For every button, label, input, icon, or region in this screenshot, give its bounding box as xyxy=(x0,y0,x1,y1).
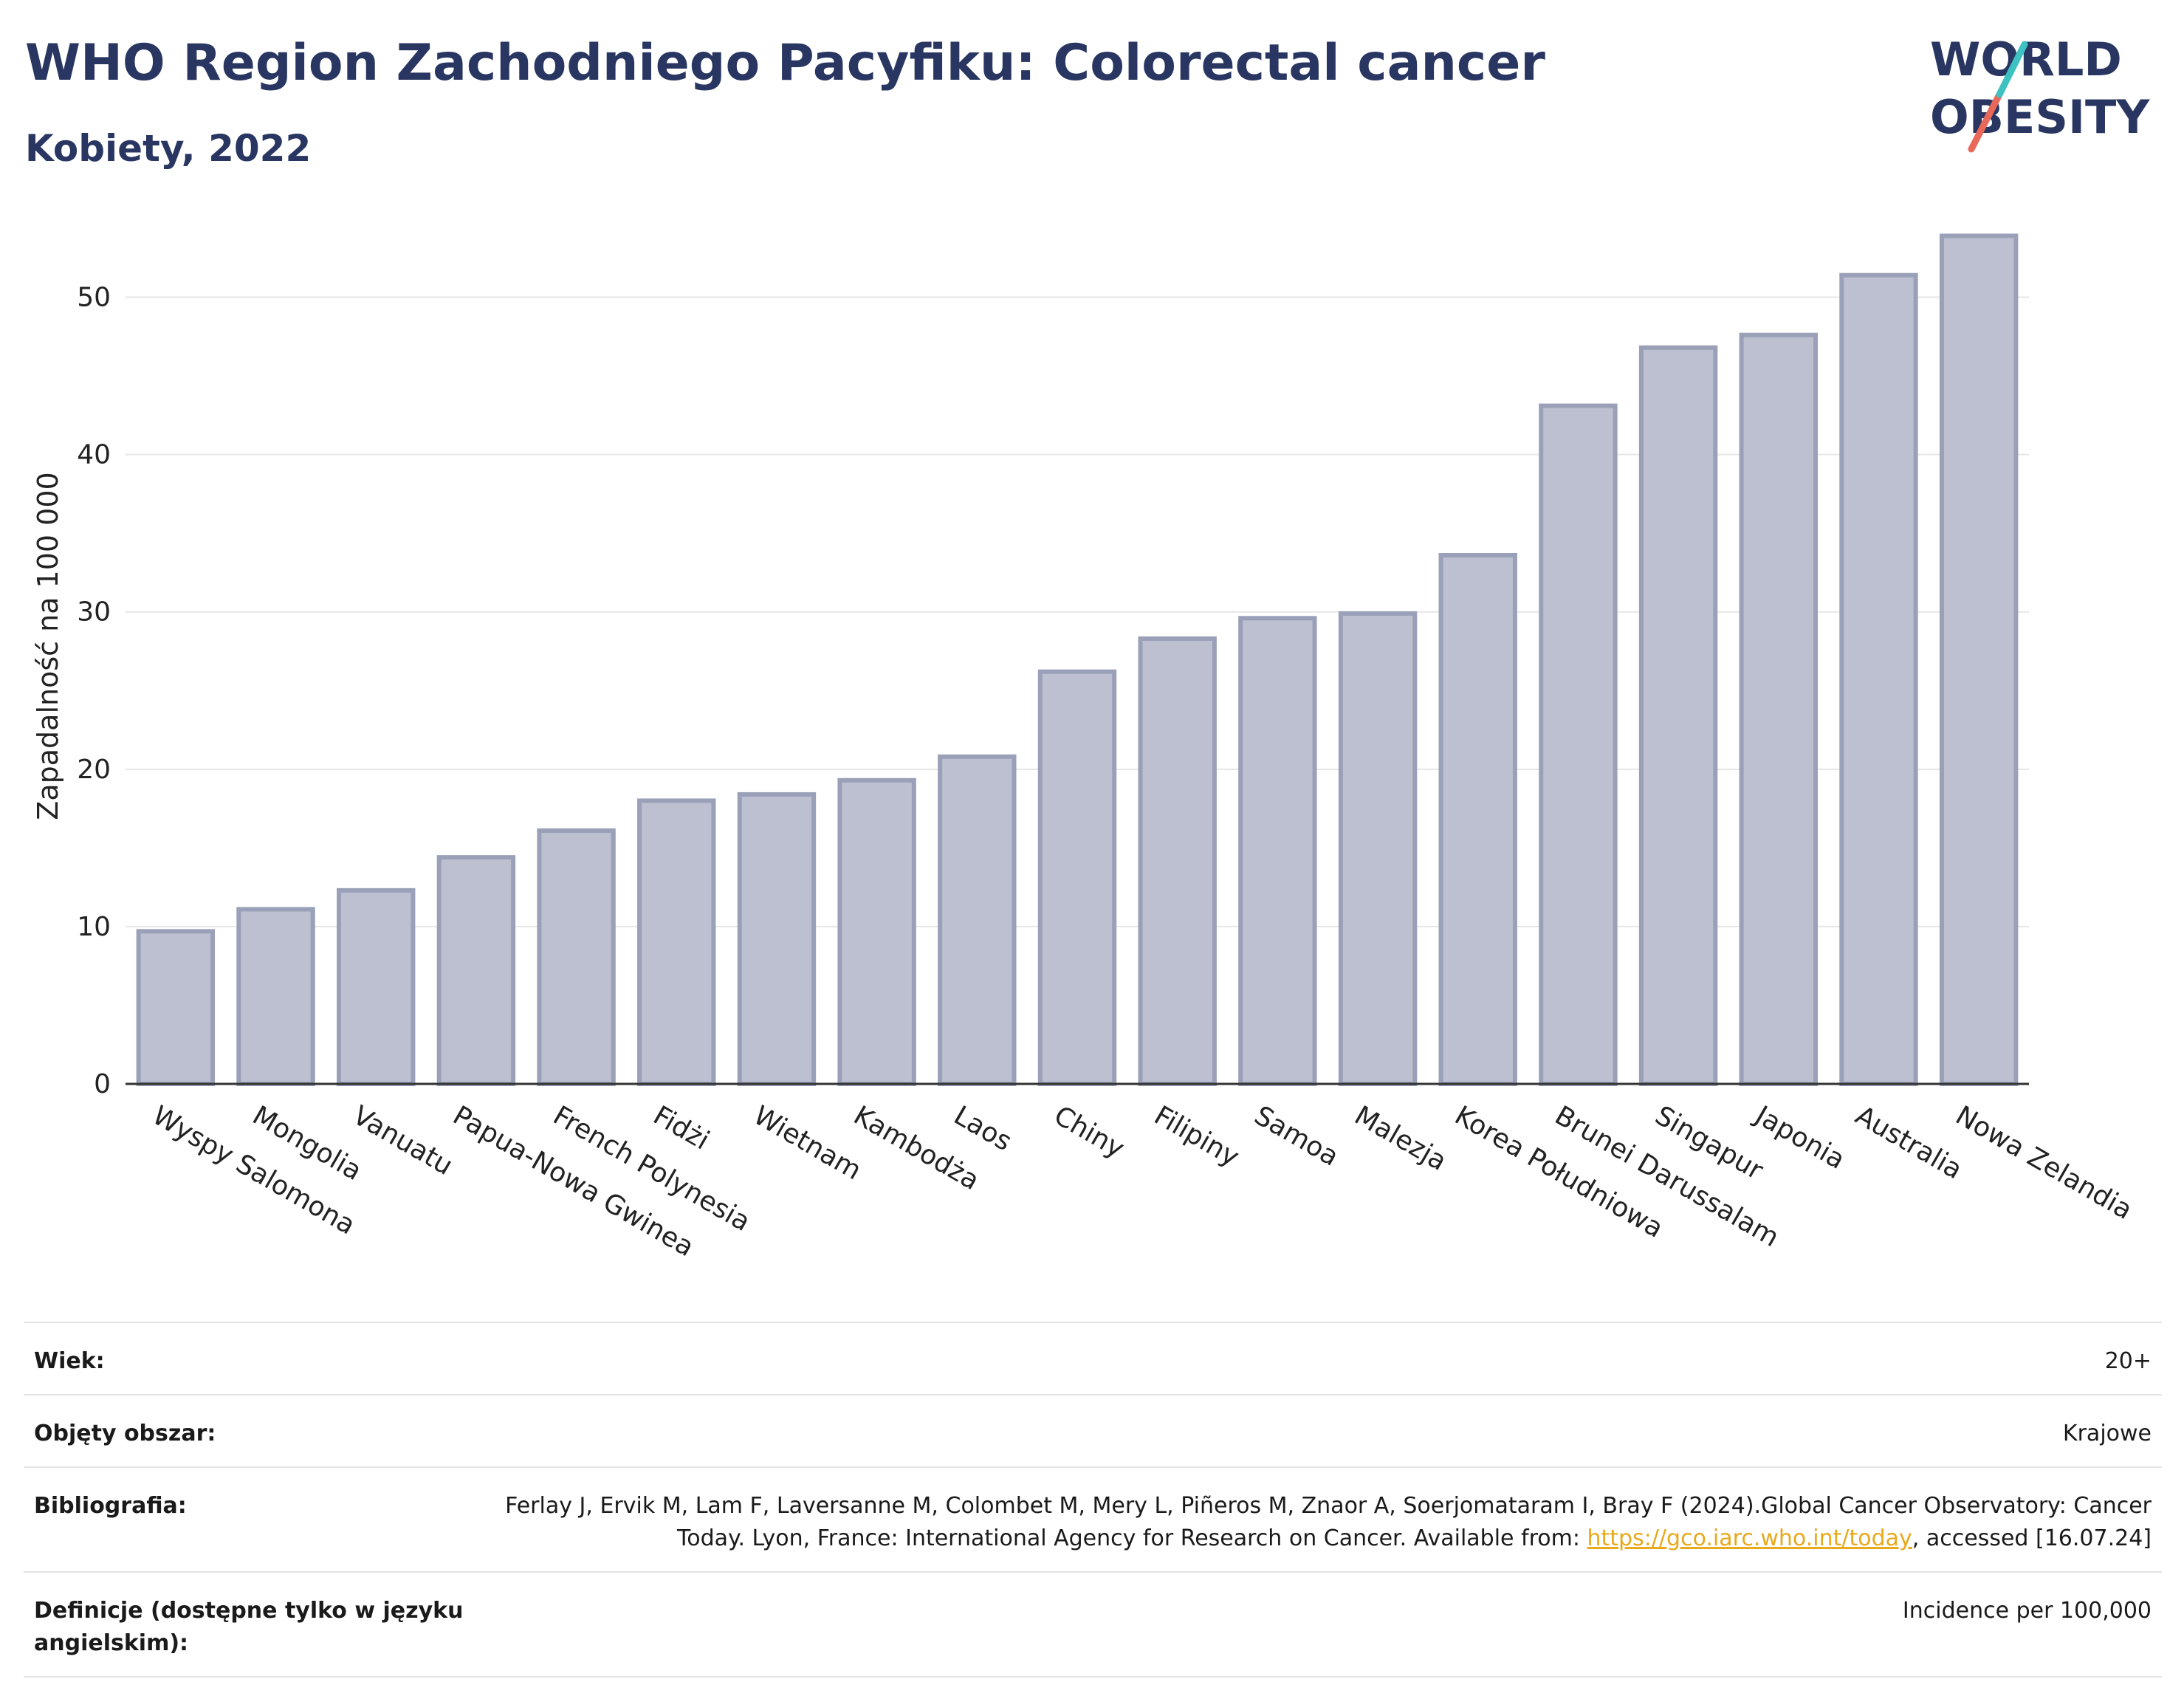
meta-row-definitions: Definicje (dostępne tylko w języku angie… xyxy=(24,1571,2162,1678)
x-tick-label: Fidżi xyxy=(648,1100,715,1156)
world-obesity-logo: WORLD OBESITY xyxy=(1930,32,2150,153)
bar xyxy=(1138,636,1217,1086)
bar xyxy=(1739,332,1818,1087)
y-axis-title: Zapadalność na 100 000 xyxy=(32,472,64,820)
bibliography-value: Ferlay J, Ervik M, Lam F, Laversanne M, … xyxy=(483,1490,2152,1555)
y-tick-label: 10 xyxy=(77,912,111,942)
x-tick-label: Chiny xyxy=(1049,1100,1130,1164)
logo-slash-coral xyxy=(1968,91,2003,153)
bars xyxy=(136,233,2019,1087)
x-tick-label: Malezja xyxy=(1350,1100,1452,1177)
x-tick-label: Wietnam xyxy=(748,1100,866,1186)
y-tick-label: 0 xyxy=(94,1069,111,1099)
definitions-label: Definicje (dostępne tylko w języku angie… xyxy=(34,1598,464,1656)
bar xyxy=(1238,616,1317,1086)
bar xyxy=(1839,272,1918,1086)
meta-row-area: Objęty obszar: Krajowe xyxy=(24,1394,2162,1466)
chart-subtitle: Kobiety, 2022 xyxy=(25,127,312,170)
bar xyxy=(1939,233,2019,1087)
definitions-value: Incidence per 100,000 xyxy=(1902,1598,2152,1624)
y-tick-label: 20 xyxy=(77,755,111,785)
age-value: 20+ xyxy=(2104,1348,2152,1374)
bar xyxy=(637,798,716,1087)
bar xyxy=(1338,611,1418,1086)
bar xyxy=(1539,403,1618,1086)
meta-row-bibliography: Bibliografia: Ferlay J, Ervik M, Lam F, … xyxy=(24,1466,2162,1571)
y-tick-label: 50 xyxy=(77,283,111,313)
bar xyxy=(337,888,416,1086)
x-tick-label: Laos xyxy=(949,1100,1017,1157)
bibliography-link[interactable]: https://gco.iarc.who.int/today xyxy=(1587,1525,1912,1551)
area-label: Objęty obszar: xyxy=(34,1421,216,1446)
metadata-table: Wiek: 20+ Objęty obszar: Krajowe Bibliog… xyxy=(24,1322,2162,1678)
bar xyxy=(537,828,616,1086)
y-tick-label: 30 xyxy=(77,597,111,628)
bar xyxy=(1638,345,1718,1086)
area-value: Krajowe xyxy=(2062,1421,2152,1446)
bar xyxy=(1438,553,1517,1086)
bar xyxy=(436,855,516,1086)
x-tick-label: Filipiny xyxy=(1149,1100,1244,1173)
x-tick-label: Samoa xyxy=(1249,1100,1344,1173)
x-tick-label: Nowa Zelandia xyxy=(1951,1100,2137,1226)
age-label: Wiek: xyxy=(34,1348,105,1374)
bar xyxy=(938,754,1017,1086)
bibliography-text: Ferlay J, Ervik M, Lam F, Laversanne M, … xyxy=(505,1493,2152,1551)
logo-text-obesity: OBESITY xyxy=(1930,90,2150,144)
bar xyxy=(236,907,315,1087)
bar xyxy=(1037,669,1117,1086)
logo-slash-teal xyxy=(1996,41,2028,98)
bar xyxy=(837,777,916,1086)
x-tick-label: Australia xyxy=(1850,1100,1967,1185)
bibliography-accessed: , accessed [16.07.24] xyxy=(1912,1525,2152,1551)
y-tick-label: 40 xyxy=(77,440,111,470)
meta-row-age: Wiek: 20+ xyxy=(24,1322,2162,1394)
bar xyxy=(737,792,817,1086)
chart-title: WHO Region Zachodniego Pacyfiku: Colorec… xyxy=(25,34,1545,92)
bar xyxy=(136,929,216,1086)
bibliography-label: Bibliografia: xyxy=(34,1493,187,1519)
x-tick-label: Vanuatu xyxy=(348,1100,458,1181)
